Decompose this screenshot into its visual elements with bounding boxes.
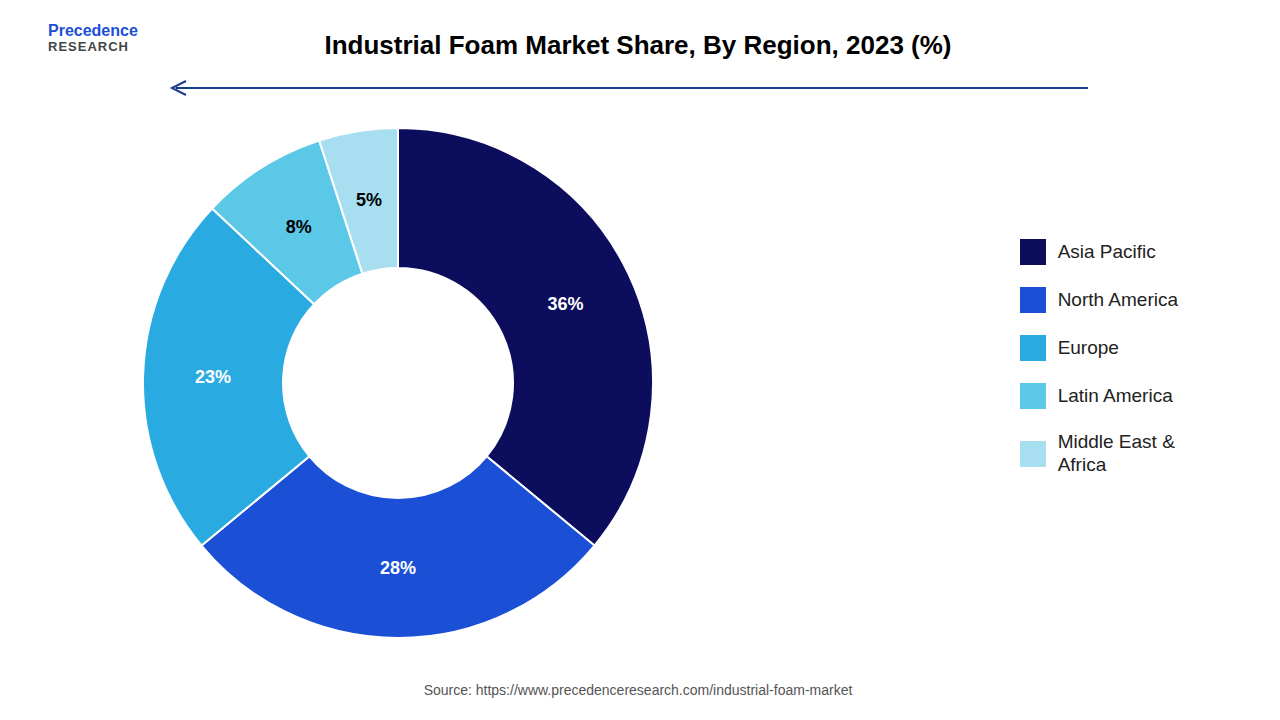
svg-text:28%: 28% [380,558,416,578]
html-text:Source: https://www.precedence: Source: https://www.precedenceresearch.c… [423,682,853,698]
html-text:Asia Pacific: Asia Pacific [1057,240,1156,262]
svg-text:8%: 8% [286,217,312,237]
html-text:Europe: Europe [1057,336,1119,358]
svg-text:23%: 23% [195,367,231,387]
html-text:North America: North America [1057,288,1178,310]
html-text:RESEARCH: RESEARCH [48,39,129,55]
svg-text:5%: 5% [356,190,382,210]
html-text:Industrial Foam Market Share,: Industrial Foam Market Share, By Region,… [324,30,952,60]
html-text:Precedence: Precedence [48,22,138,39]
svg-text:36%: 36% [547,294,583,314]
html-text:Middle East & Africa: Middle East & Africa [1057,431,1175,475]
html-text:Latin America: Latin America [1057,384,1173,406]
